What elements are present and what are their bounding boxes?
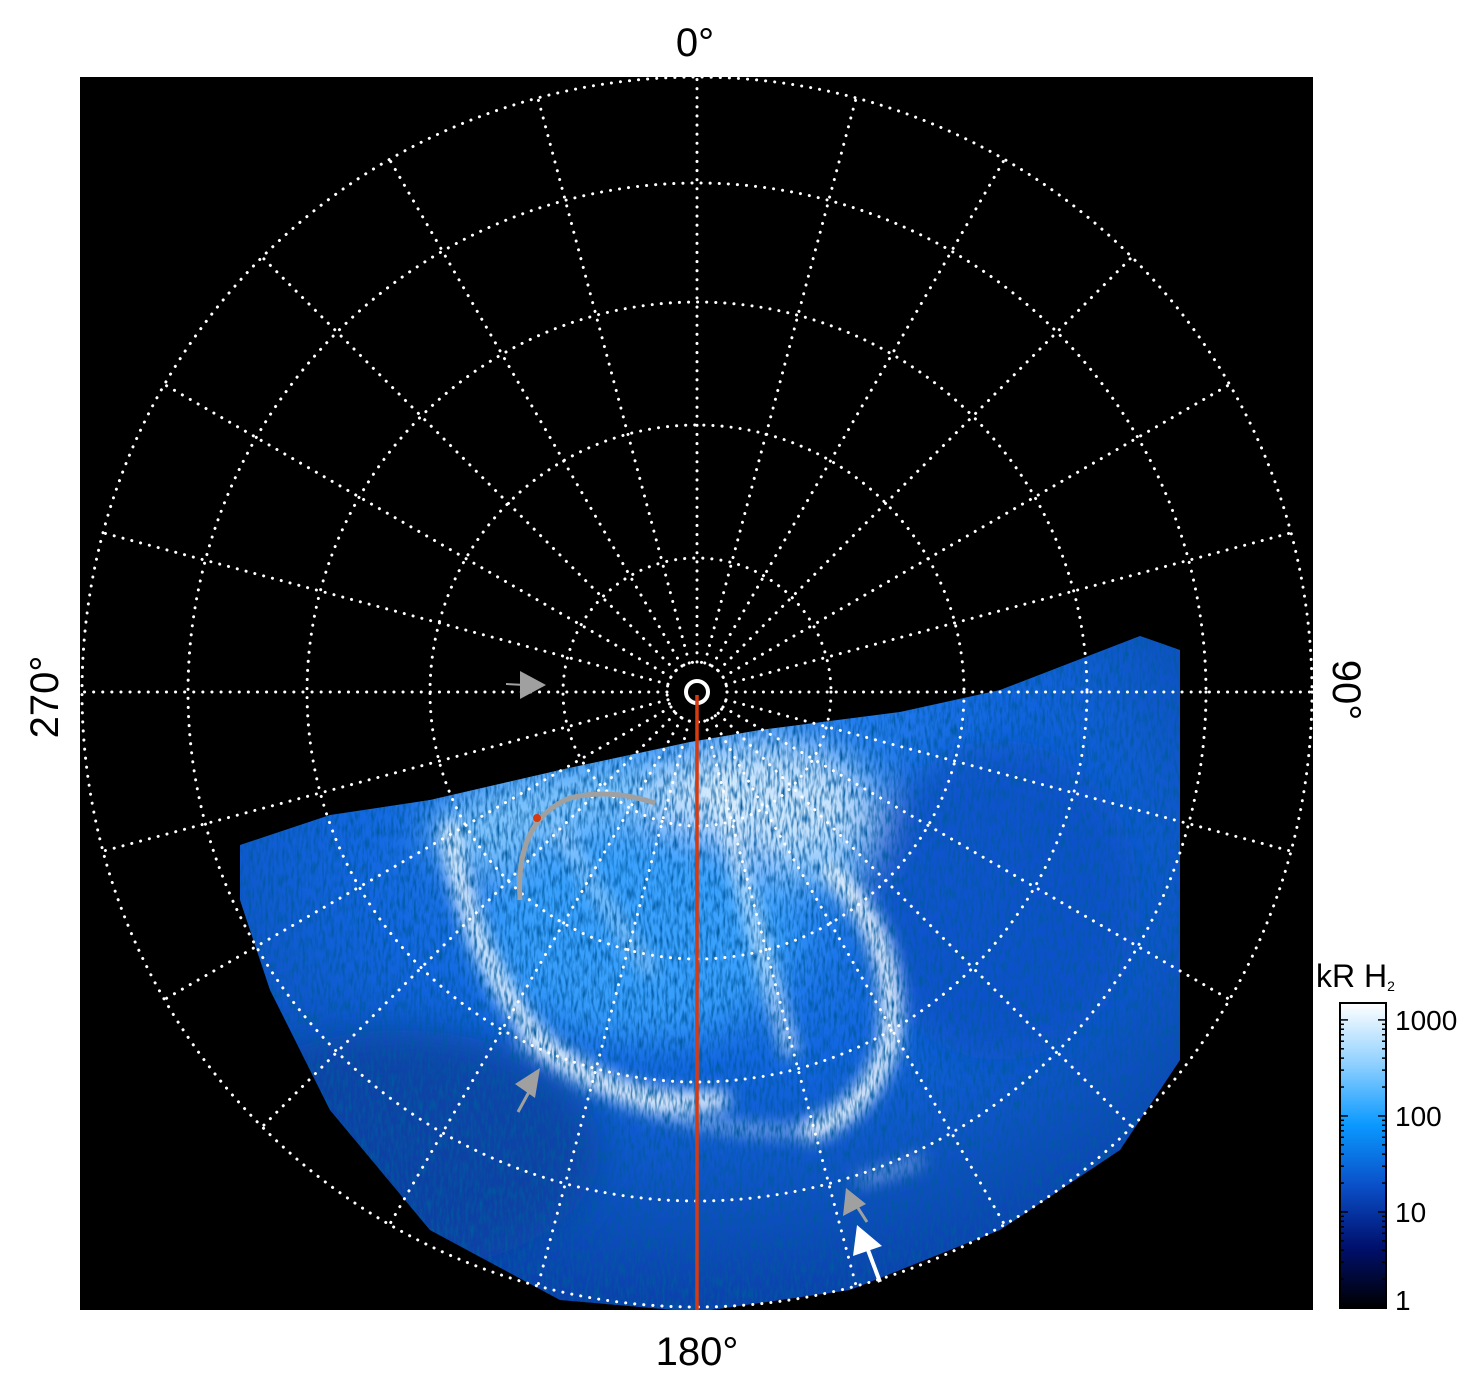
colorbar-tick-label: 10 — [1395, 1197, 1426, 1228]
longitude-line — [260, 255, 678, 673]
longitude-line — [710, 157, 1006, 668]
longitude-line — [716, 255, 1134, 673]
longitude-line — [703, 719, 858, 1288]
longitude-line — [536, 96, 691, 665]
colorbar-tick-label: 100 — [1395, 1101, 1442, 1132]
label-90-deg: 90° — [1324, 660, 1368, 721]
longitude-line — [721, 383, 1232, 679]
gray-arrow-icon — [843, 1188, 869, 1223]
longitude-line — [724, 531, 1293, 686]
longitude-line — [536, 719, 691, 1288]
longitude-line — [101, 531, 670, 686]
colorbar-tick-label: 1000 — [1395, 1005, 1457, 1036]
red-dot-marker — [533, 814, 541, 822]
white-arrow-icon — [853, 1225, 882, 1283]
longitude-line — [721, 705, 1232, 1001]
longitude-line — [162, 705, 673, 1001]
longitude-line — [724, 698, 1293, 853]
longitude-line — [260, 711, 678, 1129]
longitude-line — [162, 383, 673, 679]
gray-arrow-icon — [515, 1068, 540, 1113]
colorbar-bar — [1339, 1002, 1387, 1309]
colorbar: kR H2 1 10 100 1000 — [1316, 958, 1457, 1316]
longitude-line — [710, 716, 1006, 1227]
colorbar-label: kR H2 — [1316, 958, 1395, 994]
longitude-line — [388, 157, 684, 668]
longitude-line — [101, 698, 670, 853]
gray-trace-curve — [517, 791, 656, 901]
longitude-line — [703, 96, 858, 665]
colorbar-tick-label: 1 — [1395, 1285, 1411, 1316]
label-180-deg: 180° — [656, 1330, 739, 1374]
gray-arrow-icon — [505, 671, 546, 699]
label-270-deg: 270° — [23, 656, 67, 739]
label-0-deg: 0° — [676, 21, 714, 65]
latitude-circle — [305, 300, 1089, 1084]
longitude-line — [388, 716, 684, 1227]
longitude-line — [716, 711, 1134, 1129]
